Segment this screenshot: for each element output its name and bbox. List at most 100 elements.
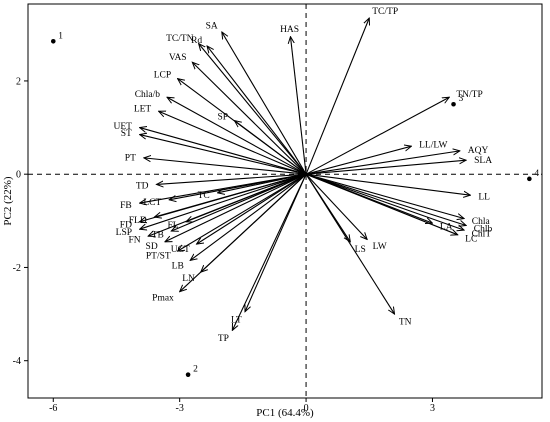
loading-label-tc-tn: TC/TN xyxy=(166,34,194,44)
loading-arrow-pt xyxy=(144,158,307,175)
loading-label-lc: LC xyxy=(465,234,477,244)
axis-ticks: -6 -3 0 3 -4 -2 0 2 xyxy=(13,76,435,414)
loading-label-pt: PT xyxy=(125,154,136,164)
loading-label-ln: LN xyxy=(182,274,195,284)
loading-label-lsp: LSP xyxy=(116,228,132,238)
loading-label-chlt: ChlT xyxy=(472,229,492,239)
loading-label-lb: LB xyxy=(172,262,184,272)
observation-label-4: 4 xyxy=(534,169,539,179)
loading-arrow-ll xyxy=(305,173,470,195)
observation-point-3 xyxy=(451,101,456,107)
loading-arrow-sa xyxy=(222,32,307,175)
loading-arrow-tc-tp xyxy=(305,18,369,175)
loading-arrow-chla-b xyxy=(167,97,307,175)
loading-arrow-sla xyxy=(306,160,466,175)
loading-arrow-fd xyxy=(140,173,307,222)
loading-label-rd: Rd xyxy=(191,36,202,46)
loading-arrow-pmax xyxy=(180,173,307,292)
loading-arrow-tc-tn xyxy=(199,44,307,175)
observation-label-3: 3 xyxy=(459,94,464,104)
loading-arrow-let xyxy=(159,111,307,175)
loading-label-ll-lw: LL/LW xyxy=(419,141,447,151)
loading-label-tc: TC xyxy=(198,191,210,201)
y-tick-label: -2 xyxy=(13,263,21,274)
loading-arrow-lb xyxy=(190,173,307,260)
loading-label-tp: TP xyxy=(218,334,229,344)
loading-label-la: LA xyxy=(440,223,453,233)
x-tick-label: 3 xyxy=(430,403,435,414)
observation-points: 1 2 3 4 xyxy=(50,31,539,377)
observation-point-2 xyxy=(185,372,191,377)
loading-label-fl: FL xyxy=(167,221,178,231)
loading-label-ls: LS xyxy=(355,245,366,255)
loading-arrow-ll-lw xyxy=(305,146,411,175)
loading-arrow-lsp xyxy=(140,173,307,229)
loading-arrow-uet xyxy=(140,128,307,175)
loading-label-uet: UET xyxy=(113,122,132,132)
loading-label-sa: SA xyxy=(206,22,218,32)
loading-arrow-chlt xyxy=(305,173,464,230)
loading-label-fb: FB xyxy=(120,201,132,211)
loading-arrow-tn xyxy=(305,173,394,314)
loading-arrow-lw xyxy=(305,173,367,239)
loading-label-tn: TN xyxy=(399,317,412,327)
loading-label-sla: SLA xyxy=(474,156,492,166)
y-tick-label: -4 xyxy=(13,356,21,367)
loading-arrow-lc xyxy=(305,173,458,235)
loading-label-lw: LW xyxy=(373,242,387,252)
loading-arrow-uct xyxy=(197,173,307,244)
loading-label-fld: FLD xyxy=(129,216,147,226)
loading-label-fn: FN xyxy=(128,236,140,246)
loading-label-pmax: Pmax xyxy=(152,294,174,304)
observation-label-1: 1 xyxy=(58,31,63,41)
loading-label-sd: SD xyxy=(146,242,158,252)
loading-arrow-has xyxy=(290,37,307,175)
loading-label-lt: LT xyxy=(231,316,242,326)
loading-arrow-pt-st xyxy=(178,173,307,251)
zero-reference-lines xyxy=(28,4,542,398)
loading-label-has: HAS xyxy=(280,25,299,35)
loading-label-let: LET xyxy=(134,105,152,115)
observation-label-2: 2 xyxy=(193,365,198,375)
loading-arrow-sp xyxy=(234,121,307,175)
loading-label-vas: VAS xyxy=(169,53,187,63)
loading-arrow-tn-tp xyxy=(305,97,449,175)
loading-arrow-rd xyxy=(207,46,307,175)
loading-arrow-aqy xyxy=(305,151,460,175)
loading-label-st: ST xyxy=(121,129,132,139)
loading-label-ll: LL xyxy=(478,193,490,203)
loading-arrow-fn xyxy=(148,173,307,236)
y-axis-title: PC2 (22%) xyxy=(2,176,14,226)
loading-label-fd: FD xyxy=(120,220,132,230)
loading-label-uct: UCT xyxy=(171,245,190,255)
loading-arrow-fb xyxy=(140,173,307,203)
loading-arrow-st xyxy=(140,135,307,175)
x-tick-label: 0 xyxy=(304,403,309,414)
y-tick-label: 0 xyxy=(16,170,21,181)
loading-label-pt-st: PT/ST xyxy=(146,252,171,262)
loading-label-chlb: Chlb xyxy=(474,224,493,234)
loading-label-tn-tp: TN/TP xyxy=(456,90,482,100)
plot-frame xyxy=(27,3,543,399)
loading-arrow-tp xyxy=(232,173,307,330)
loading-arrow-chla xyxy=(305,173,464,218)
loading-arrow-lt xyxy=(244,173,307,312)
x-axis-title: PC1 (64.4%) xyxy=(256,407,314,419)
loading-label-chla-b: Chla/b xyxy=(135,90,161,100)
loading-arrow-sd xyxy=(165,173,307,242)
loading-label-tc-tp: TC/TP xyxy=(372,7,398,17)
loading-vectors xyxy=(140,18,471,330)
loading-arrow-tb xyxy=(171,173,307,231)
y-tick-label: 2 xyxy=(16,76,21,87)
loading-label-tb: TB xyxy=(152,231,164,241)
x-tick-label: -3 xyxy=(176,403,184,414)
loading-label-sp: SP xyxy=(217,112,228,122)
loading-arrow-vas xyxy=(192,62,307,175)
loading-arrow-chlb xyxy=(305,173,466,225)
loading-label-lct: LCT xyxy=(143,198,161,208)
loading-label-aqy: AQY xyxy=(468,146,489,156)
loading-arrow-td xyxy=(157,173,307,184)
loading-label-lcp: LCP xyxy=(154,70,171,80)
